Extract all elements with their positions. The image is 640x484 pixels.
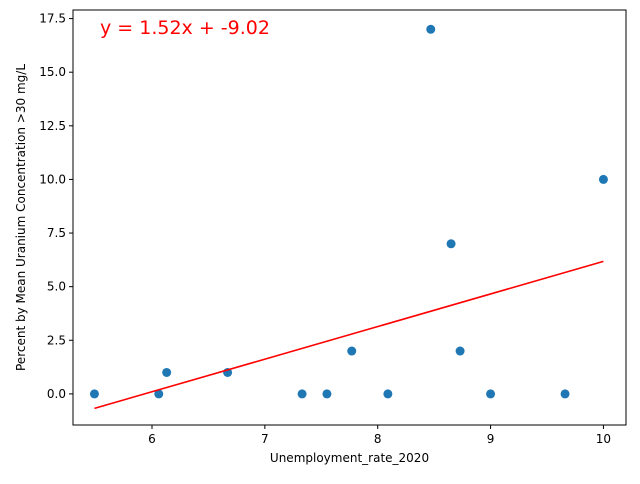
data-point-14 bbox=[598, 174, 608, 184]
plot-marks bbox=[89, 24, 608, 410]
regression-equation: y = 1.52x + -9.02 bbox=[100, 17, 270, 39]
y-axis-label: Percent by Mean Uranium Concentration >3… bbox=[14, 64, 28, 371]
data-point-9 bbox=[426, 24, 436, 34]
regression-line bbox=[94, 260, 604, 410]
y-tick-label: 17.5 bbox=[39, 12, 66, 26]
y-tick-label: 2.5 bbox=[47, 333, 66, 347]
data-point-12 bbox=[486, 389, 496, 399]
y-tick-label: 7.5 bbox=[47, 226, 66, 240]
y-tick-label: 15.0 bbox=[39, 65, 66, 79]
x-tick-label: 7 bbox=[261, 432, 269, 446]
data-point-13 bbox=[560, 389, 570, 399]
data-point-8 bbox=[383, 389, 393, 399]
y-tick-label: 0.0 bbox=[47, 387, 66, 401]
y-tick-label: 12.5 bbox=[39, 119, 66, 133]
x-tick-label: 9 bbox=[487, 432, 495, 446]
x-tick-label: 8 bbox=[374, 432, 382, 446]
x-tick-label: 10 bbox=[596, 432, 611, 446]
data-point-7 bbox=[347, 346, 357, 356]
data-point-2 bbox=[154, 389, 164, 399]
y-tick-label: 10.0 bbox=[39, 172, 66, 186]
x-tick-label: 6 bbox=[148, 432, 156, 446]
data-point-5 bbox=[297, 389, 307, 399]
data-point-6 bbox=[322, 389, 332, 399]
y-tick-label: 5.0 bbox=[47, 280, 66, 294]
data-point-11 bbox=[455, 346, 465, 356]
data-point-10 bbox=[446, 239, 456, 249]
plot-frame bbox=[72, 9, 627, 426]
data-point-1 bbox=[89, 389, 99, 399]
axis-ticks: 6 7 8 9 10 0.0 2.5 5.0 7.5 10.0 12.5 15.0 17.5 bbox=[39, 12, 611, 446]
data-point-3 bbox=[162, 367, 172, 377]
x-axis-label: Unemployment_rate_2020 bbox=[270, 451, 429, 465]
